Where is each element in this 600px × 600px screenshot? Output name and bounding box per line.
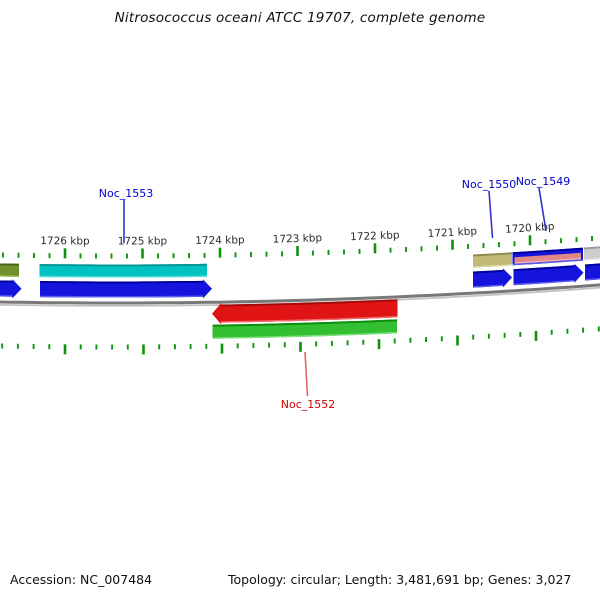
gene-feature-light-edge (513, 279, 575, 286)
gene-feature (584, 246, 600, 261)
gene-feature (0, 279, 22, 299)
gene-feature-Noc_1549-top-edge (512, 247, 584, 255)
gene-feature-Noc_1553-light-edge (39, 275, 208, 278)
gene-feature-Noc_1553-top-edge (39, 263, 208, 267)
gene-feature-Noc_1552-top-edge (212, 319, 398, 327)
axis-tick-label: 1726 kbp (40, 235, 90, 247)
axis-tick-label: 1725 kbp (118, 235, 168, 247)
gene-label: Noc_1552 (281, 398, 336, 411)
figure-title: Nitrosococcus oceani ATCC 19707, complet… (114, 10, 486, 26)
gene-feature-light-edge (472, 284, 504, 288)
accession-text: Accession: NC_007484 (10, 572, 153, 587)
axis-tick-label: 1724 kbp (195, 234, 245, 247)
axis-tick-label: 1722 kbp (350, 229, 400, 243)
axis-tick-label: 1723 kbp (273, 232, 323, 245)
gene-feature-light-edge (584, 278, 600, 281)
gene-label-leader (304, 351, 309, 397)
gene-feature-Noc_1549-inner-band (514, 252, 581, 264)
gene-feature (473, 268, 512, 288)
gene-label-leader (538, 187, 547, 232)
gene-feature-top-edge (513, 265, 575, 272)
axis-tick-label: 1721 kbp (427, 225, 477, 240)
genome-backbone (0, 283, 600, 305)
gene-feature-top-edge (39, 280, 204, 284)
gene-feature-Noc_1549-light-edge (512, 259, 584, 266)
gene-feature-top-edge (584, 263, 600, 267)
gene-feature (0, 263, 19, 277)
gene-feature-Noc_1550-top-edge (472, 252, 513, 257)
gene-label-leader (488, 190, 494, 239)
gene-feature-light-edge (220, 316, 398, 323)
gene-feature-light-edge (583, 258, 600, 261)
axis-tick-label: 1720 kbp (505, 221, 555, 236)
gene-feature-Noc_1553 (39, 263, 207, 278)
gene-feature-Noc_1549-inner-light-edge (514, 257, 582, 264)
gene-label: Noc_1550 (462, 178, 517, 191)
gene-feature (40, 279, 212, 299)
gene-feature-top-edge (583, 246, 600, 250)
gene-feature-Noc_1550 (473, 252, 512, 268)
gene-label: Noc_1549 (516, 175, 571, 188)
gene-feature (585, 263, 600, 281)
gene-feature-light-edge (39, 295, 204, 298)
gene-feature-top-edge (220, 299, 398, 307)
gene-feature-top-edge (472, 269, 504, 274)
gene-feature-Noc_1550-light-edge (472, 264, 513, 268)
stats-text: Topology: circular; Length: 3,481,691 bp… (228, 572, 572, 587)
gene-label: Noc_1553 (99, 187, 154, 200)
gene-feature-Noc_1552-light-edge (212, 332, 398, 339)
